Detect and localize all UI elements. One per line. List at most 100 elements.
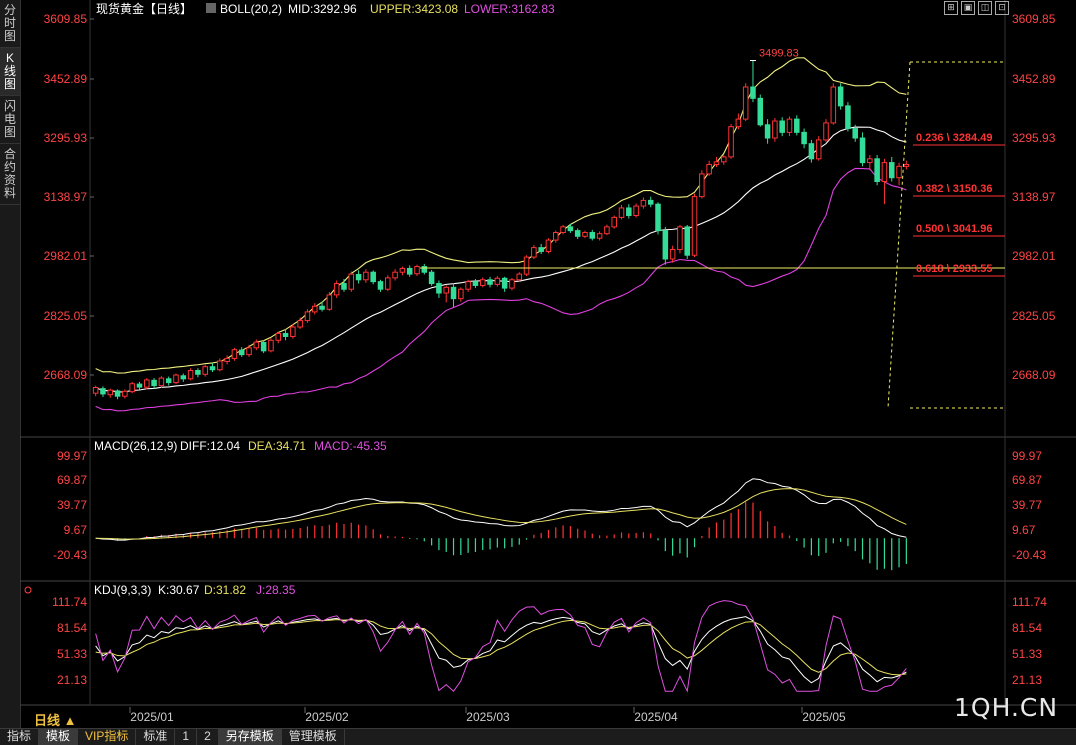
candle-body	[333, 283, 340, 296]
candle-body	[815, 139, 822, 160]
price-tick-left: 3295.93	[44, 131, 88, 145]
price-tick-right: 3609.85	[1012, 12, 1056, 26]
candle-body	[465, 281, 471, 290]
legend-mid: MID:3292.96	[288, 2, 357, 16]
candle-body	[501, 277, 508, 289]
bottom-tab-6[interactable]: 另存模板	[218, 729, 282, 745]
window-controls: ⊞ ▣ ◫ ⊡	[944, 1, 1009, 15]
candle-body	[107, 389, 114, 396]
bottom-tab-5[interactable]: 2	[197, 729, 219, 745]
window-icon-3[interactable]: ⊡	[995, 1, 1009, 15]
candle-body	[852, 128, 858, 139]
bottom-tab-4[interactable]: 1	[175, 729, 198, 745]
legend-boll: BOLL(20,2)	[220, 2, 282, 16]
candle-body	[238, 349, 245, 356]
sidebar-tab-3[interactable]: 合约资料	[0, 144, 20, 205]
kdj-legend-title: KDJ(9,3,3)	[94, 583, 151, 597]
candle-body	[567, 226, 574, 232]
legend-color-icon	[206, 3, 216, 13]
price-tick-right: 3295.93	[1012, 131, 1056, 145]
window-icon-0[interactable]: ⊞	[944, 1, 958, 15]
fib-level-label: 0.500 \ 3041.96	[916, 223, 992, 235]
kdj-tick-left: 21.13	[57, 673, 87, 687]
candle-body	[684, 226, 691, 256]
candle-body	[202, 366, 208, 375]
candle-body	[837, 86, 844, 107]
candle-body	[275, 332, 282, 341]
kdj-legend-j: J:28.35	[256, 583, 296, 597]
candle-body	[355, 273, 362, 281]
kdj-tick-left: 51.33	[57, 647, 87, 661]
sidebar-tab-2[interactable]: 闪电图	[0, 96, 20, 144]
macd-legend-diff: DIFF:12.04	[180, 439, 240, 453]
chart-area[interactable]: 3609.85 3609.85 3452.89 3452.89 3295.93 3295.…	[20, 0, 1076, 728]
date-label: 2025/03	[466, 710, 510, 724]
sidebar-tab-0[interactable]: 分时图	[0, 0, 20, 48]
kdj-legend-k: K:30.67	[158, 583, 200, 597]
candle-body	[611, 216, 617, 228]
candle-body	[669, 249, 676, 260]
candle-body	[691, 196, 698, 256]
period-label[interactable]: 日线 ▲	[34, 713, 77, 728]
high-annotation: 3499.83	[759, 48, 799, 60]
candle-body	[494, 277, 501, 285]
macd-tick-right: 39.77	[1012, 498, 1042, 512]
candle-body	[903, 163, 910, 167]
legend-upper: UPPER:3423.08	[370, 2, 458, 16]
kdj-tick-left: 111.74	[52, 595, 87, 609]
candle-body	[794, 118, 800, 133]
candle-body	[662, 230, 669, 260]
candle-body	[129, 383, 135, 393]
candle-body	[231, 349, 238, 359]
candle-body	[363, 271, 369, 281]
window-icon-2[interactable]: ◫	[978, 1, 992, 15]
kdj-d-line	[95, 619, 907, 676]
candle-body	[224, 357, 230, 362]
kdj-tick-right: 81.54	[1012, 621, 1042, 635]
candle-body	[655, 203, 661, 232]
candle-body	[414, 266, 420, 275]
kdj-tick-left: 81.54	[57, 621, 87, 635]
candle-body	[122, 390, 128, 397]
candle-body	[604, 226, 610, 235]
bottom-tab-2[interactable]: VIP指标	[78, 729, 137, 745]
price-tick-left: 3452.89	[44, 72, 88, 86]
candle-body	[545, 239, 552, 252]
bottom-tab-1[interactable]: 模板	[39, 729, 79, 745]
candle-body	[195, 369, 201, 375]
candle-body	[720, 156, 727, 163]
candle-body	[823, 122, 829, 141]
window-icon-1[interactable]: ▣	[961, 1, 975, 15]
price-tick-right: 3452.89	[1012, 72, 1056, 86]
date-label: 2025/05	[802, 710, 846, 724]
legend-lower: LOWER:3162.83	[464, 2, 555, 16]
macd-legend-dea: DEA:34.71	[248, 439, 306, 453]
candle-body	[881, 162, 888, 182]
candle-body	[742, 86, 749, 120]
macd-tick-left: 69.87	[57, 473, 87, 487]
candle-body	[713, 161, 720, 165]
candle-body	[633, 205, 639, 217]
candle-body	[406, 267, 413, 275]
candle-body	[151, 379, 157, 387]
candle-body	[859, 137, 866, 164]
macd-diff-line	[95, 478, 907, 541]
kdj-k-line	[95, 616, 907, 684]
bottom-tab-0[interactable]: 指标	[0, 729, 40, 745]
date-label: 2025/02	[305, 710, 349, 724]
bottom-tab-3[interactable]: 标准	[136, 729, 176, 745]
kdj-j-line	[95, 600, 907, 693]
candle-body	[845, 105, 851, 130]
fib-level-label: 0.236 \ 3284.49	[916, 132, 992, 144]
candle-body	[326, 294, 333, 310]
candle-body	[165, 378, 172, 384]
candle-body	[874, 158, 880, 182]
candle-body	[173, 374, 179, 384]
candle-body	[896, 165, 902, 179]
macd-tick-right: 9.67	[1012, 523, 1036, 537]
candle-body	[772, 120, 778, 139]
price-tick-left: 2982.01	[44, 249, 88, 263]
candle-body	[487, 279, 493, 285]
bottom-tab-7[interactable]: 管理模板	[282, 729, 345, 745]
